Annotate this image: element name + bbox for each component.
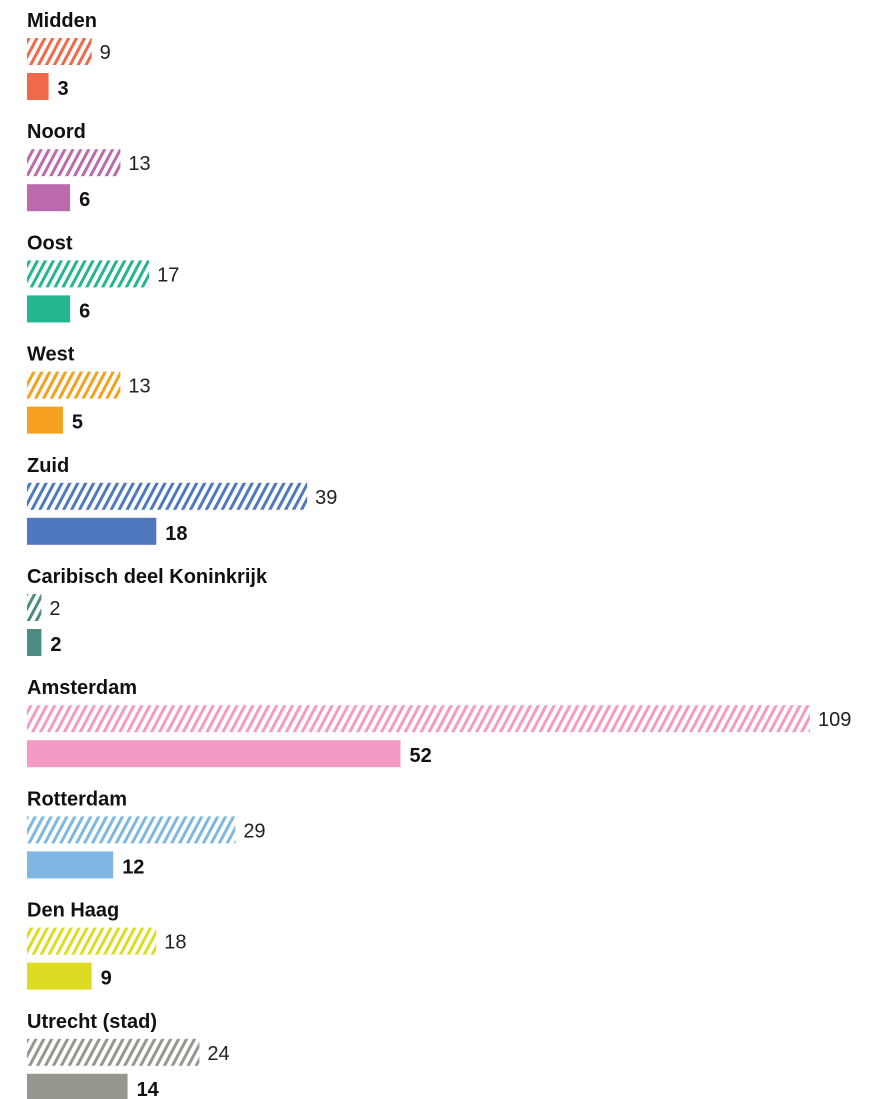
hatched-bar: [27, 927, 157, 955]
bar-group: Rotterdam 29 12: [27, 788, 266, 879]
solid-value-label: 6: [79, 300, 90, 322]
hatched-bar: [27, 482, 308, 510]
bar-group: West 13 5: [27, 344, 151, 434]
solid-value-label: 3: [58, 78, 69, 100]
category-label: Utrecht (stad): [27, 1011, 157, 1033]
hatched-value-label: 13: [128, 153, 150, 175]
solid-value-label: 2: [50, 634, 61, 656]
bar-group: Amsterdam 109 52: [27, 677, 851, 768]
hatched-value-label: 17: [157, 264, 179, 286]
bar-group: Utrecht (stad) 24 14: [27, 1011, 230, 1099]
bar-group: Zuid 39 18: [27, 455, 337, 545]
hatched-value-label: 39: [315, 487, 337, 509]
solid-value-label: 14: [137, 1079, 160, 1099]
solid-value-label: 5: [72, 412, 83, 434]
hatched-value-label: 13: [128, 376, 150, 398]
hatched-bar: [27, 705, 810, 733]
solid-bar: [27, 73, 49, 100]
solid-value-label: 52: [410, 745, 432, 767]
category-label: Oost: [27, 232, 73, 254]
solid-bar: [27, 184, 71, 212]
chart-groups: Midden93Noord136Oost176West135Zuid3918Ca…: [27, 10, 851, 1099]
bar-group: Caribisch deel Koninkrijk 2 2: [27, 566, 268, 656]
solid-bar: [27, 629, 42, 656]
category-label: Rotterdam: [27, 788, 127, 810]
hatched-bar: [27, 149, 121, 177]
category-label: Noord: [27, 121, 86, 143]
solid-bar: [27, 517, 157, 545]
hatched-bar: [27, 38, 92, 65]
bar-group: Den Haag 18 9: [27, 900, 187, 990]
category-label: Midden: [27, 10, 97, 32]
solid-bar: [27, 406, 63, 434]
hatched-bar: [27, 594, 42, 621]
hatched-value-label: 109: [818, 709, 851, 731]
category-label: Zuid: [27, 455, 69, 477]
bar-group: Oost 17 6: [27, 232, 179, 323]
hatched-value-label: 29: [243, 820, 265, 842]
solid-bar: [27, 295, 71, 323]
hatched-bar: [27, 816, 236, 844]
category-label: Amsterdam: [27, 677, 137, 699]
hatched-value-label: 24: [207, 1043, 229, 1065]
hatched-value-label: 9: [100, 42, 111, 64]
category-label: Den Haag: [27, 900, 119, 922]
solid-bar: [27, 740, 401, 768]
hatched-bar: [27, 371, 121, 399]
solid-bar: [27, 1073, 128, 1099]
hatched-bar: [27, 1038, 200, 1066]
solid-bar: [27, 962, 92, 990]
solid-value-label: 9: [101, 968, 112, 990]
hatched-bar: [27, 260, 150, 288]
solid-value-label: 18: [165, 523, 187, 545]
solid-value-label: 12: [122, 856, 144, 878]
category-label: Caribisch deel Koninkrijk: [27, 566, 268, 588]
hatched-value-label: 2: [49, 598, 60, 620]
solid-bar: [27, 851, 114, 879]
category-label: West: [27, 344, 75, 366]
bar-group: Noord 13 6: [27, 121, 151, 212]
hatched-value-label: 18: [164, 932, 186, 954]
solid-value-label: 6: [79, 189, 90, 211]
